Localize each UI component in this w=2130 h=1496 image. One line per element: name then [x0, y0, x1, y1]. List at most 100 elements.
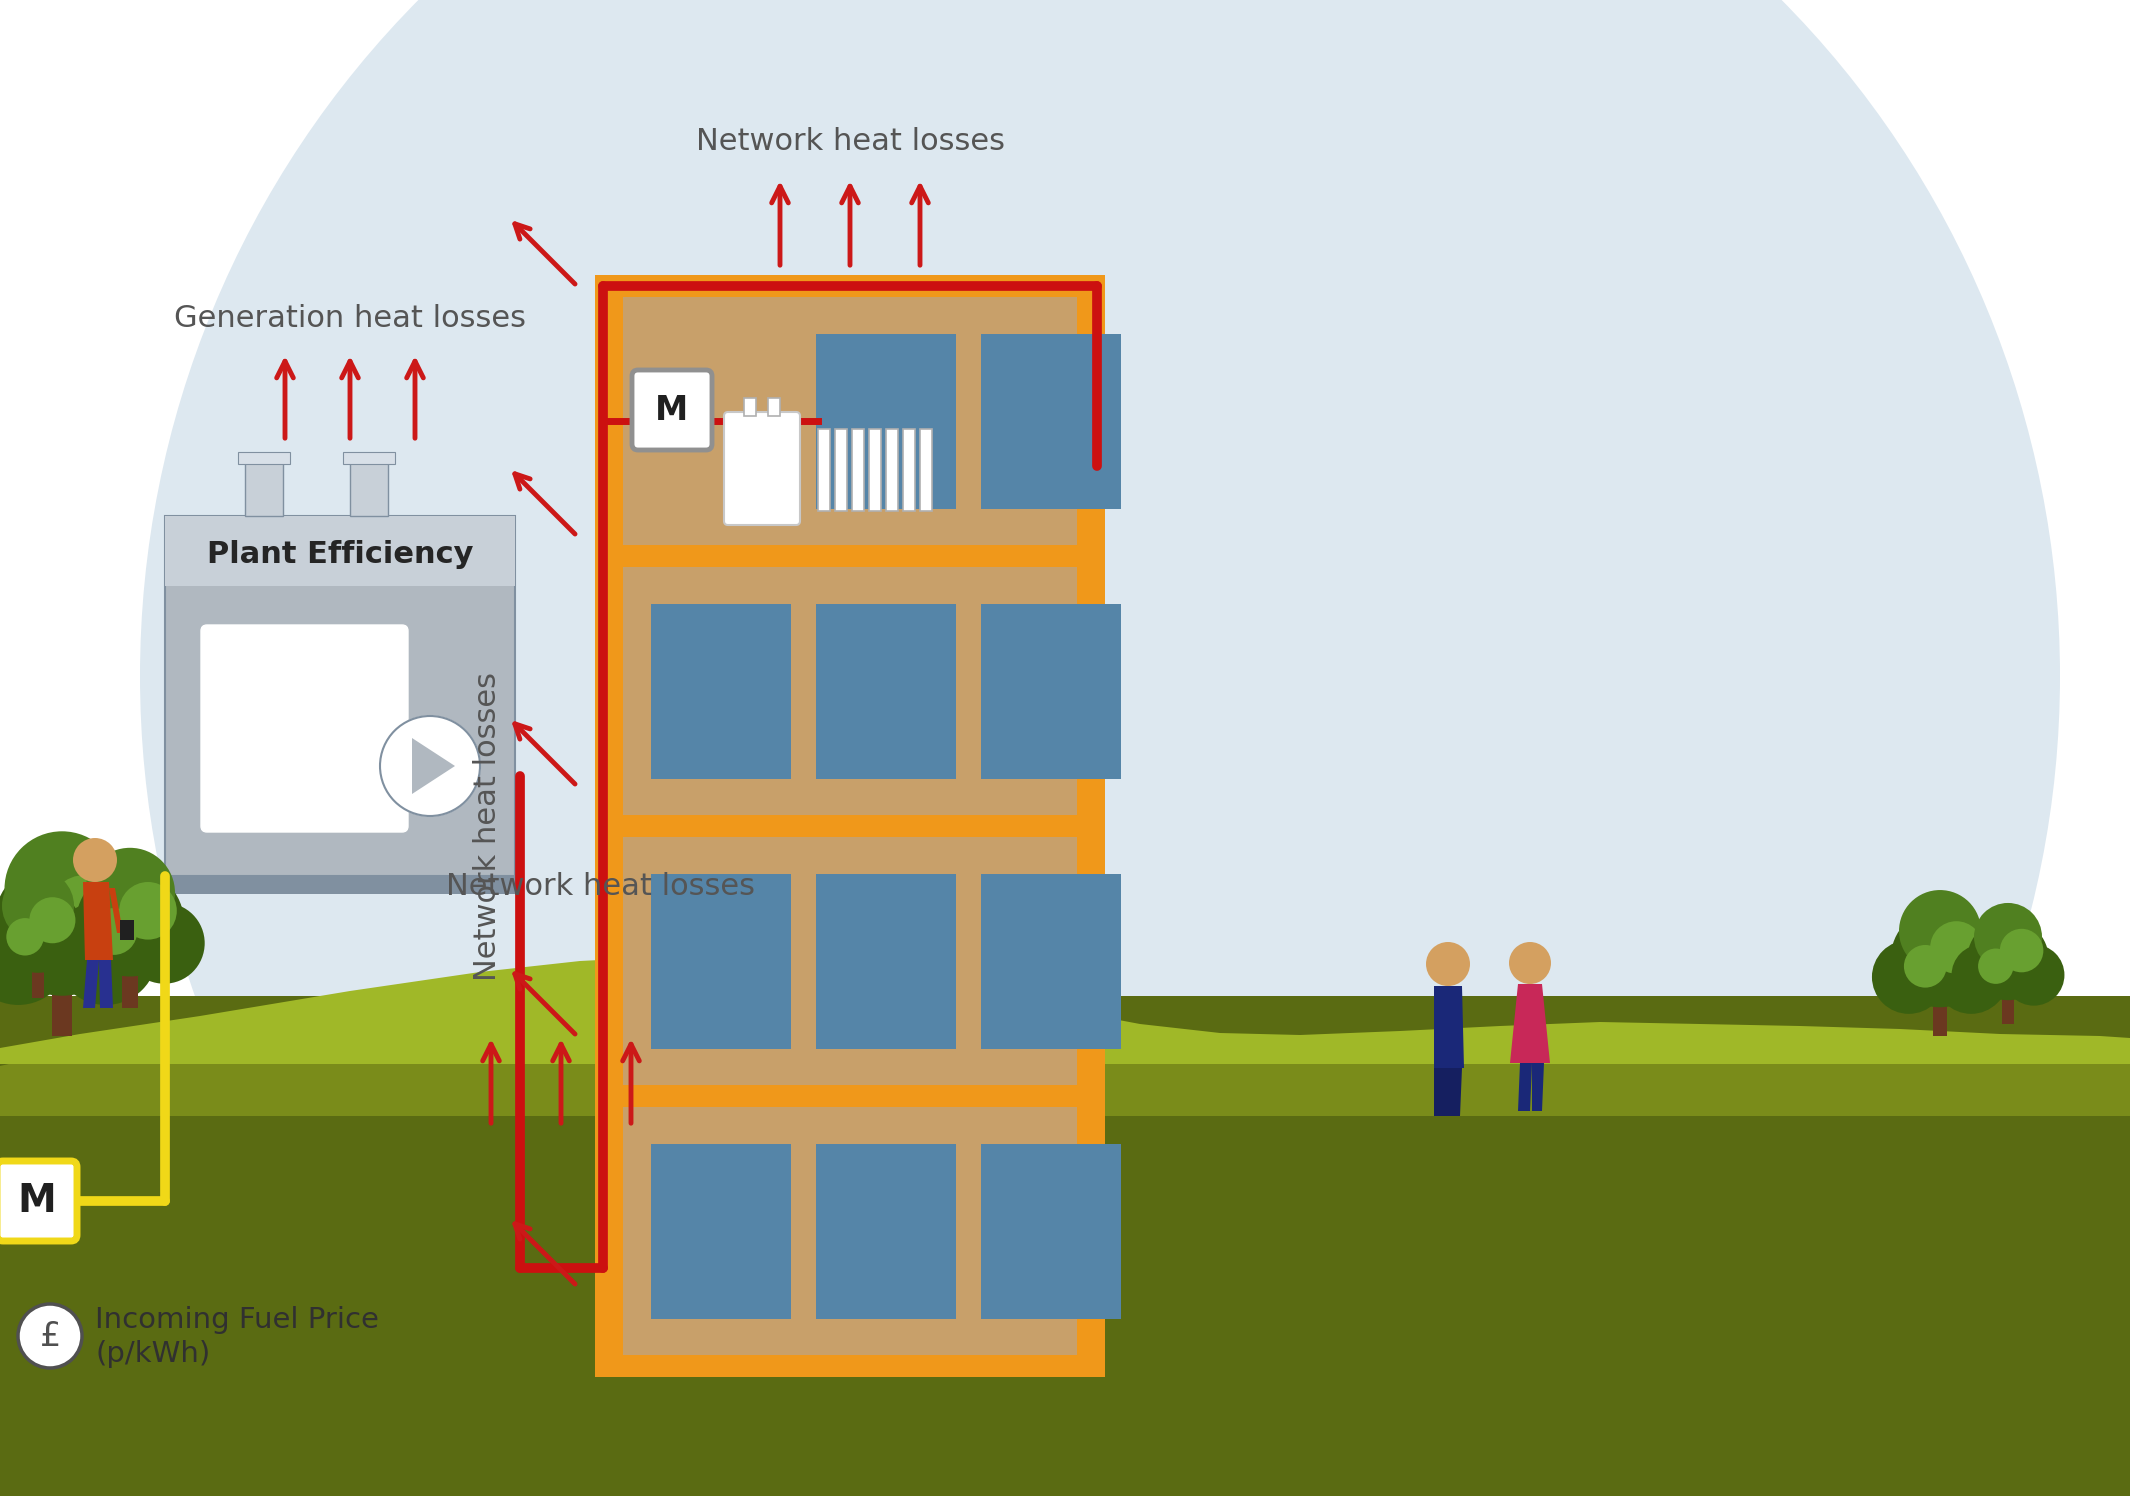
Bar [594, 1085, 1105, 1107]
Circle shape [6, 919, 45, 956]
Text: Plant Efficiency: Plant Efficiency [207, 540, 473, 568]
Polygon shape [1510, 984, 1551, 1064]
Circle shape [72, 838, 117, 883]
Bar [349, 458, 388, 516]
Circle shape [53, 902, 158, 1005]
Bar [594, 545, 1105, 567]
Circle shape [89, 908, 136, 954]
FancyBboxPatch shape [724, 411, 801, 525]
Circle shape [1425, 942, 1470, 986]
Circle shape [1891, 910, 1989, 1007]
Text: Generation heat losses: Generation heat losses [175, 304, 526, 334]
Circle shape [1508, 942, 1551, 984]
Circle shape [77, 869, 183, 977]
Bar [818, 429, 831, 512]
Circle shape [1968, 919, 2049, 1001]
Circle shape [141, 0, 2060, 1496]
Circle shape [1872, 939, 1945, 1014]
Circle shape [1975, 904, 2043, 971]
Circle shape [1951, 944, 2013, 1005]
Bar [164, 516, 515, 877]
Text: M: M [656, 393, 688, 426]
Polygon shape [1433, 1068, 1448, 1116]
Polygon shape [1433, 986, 1463, 1068]
Bar [245, 458, 283, 516]
Circle shape [379, 717, 479, 815]
Bar [982, 874, 1120, 1049]
Bar [0, 996, 2130, 1496]
Bar [164, 516, 515, 586]
Circle shape [32, 914, 98, 978]
Text: Network heat losses: Network heat losses [447, 872, 756, 901]
Bar [594, 286, 622, 1366]
Circle shape [1934, 939, 2009, 1014]
Bar [816, 874, 956, 1049]
Bar [816, 1144, 956, 1319]
Text: (p/kWh): (p/kWh) [96, 1340, 211, 1367]
Bar [51, 966, 72, 1037]
Bar [652, 1144, 790, 1319]
FancyBboxPatch shape [633, 370, 711, 450]
Circle shape [30, 898, 75, 944]
Polygon shape [0, 956, 2130, 1064]
Polygon shape [98, 960, 113, 1008]
Polygon shape [0, 968, 2130, 1116]
Bar [903, 429, 916, 512]
Polygon shape [83, 883, 113, 960]
Circle shape [1904, 945, 1947, 987]
Bar [816, 604, 956, 779]
Polygon shape [109, 889, 124, 934]
Circle shape [1900, 890, 1981, 972]
Circle shape [4, 832, 119, 947]
Polygon shape [83, 960, 98, 1008]
Circle shape [11, 908, 70, 968]
Circle shape [1979, 948, 2013, 984]
Bar [835, 429, 848, 512]
FancyBboxPatch shape [0, 1161, 77, 1242]
Circle shape [124, 902, 204, 984]
Bar [743, 398, 756, 416]
Circle shape [0, 914, 43, 978]
Circle shape [0, 902, 70, 1005]
Polygon shape [411, 738, 456, 794]
Bar [32, 954, 45, 998]
Circle shape [0, 857, 132, 996]
FancyBboxPatch shape [200, 625, 409, 832]
Bar [121, 954, 138, 1008]
Bar [1078, 286, 1105, 1366]
Circle shape [17, 1305, 81, 1367]
Circle shape [119, 883, 177, 939]
Bar [239, 452, 290, 464]
Circle shape [85, 848, 175, 938]
Bar [982, 334, 1120, 509]
Bar [769, 398, 780, 416]
Bar [160, 877, 520, 895]
Text: £: £ [38, 1319, 60, 1352]
Polygon shape [1531, 1064, 1544, 1112]
Bar [594, 815, 1105, 836]
Bar [2002, 983, 2015, 1023]
Bar [886, 429, 899, 512]
Bar [594, 1355, 1105, 1376]
Bar [652, 604, 790, 779]
Bar [594, 286, 1105, 1366]
Bar [343, 452, 394, 464]
Bar [852, 429, 865, 512]
Bar [869, 429, 882, 512]
Bar [920, 429, 933, 512]
Bar [816, 334, 956, 509]
Bar [982, 1144, 1120, 1319]
Circle shape [0, 887, 81, 972]
Polygon shape [1448, 1068, 1461, 1116]
Bar [594, 275, 1105, 298]
Bar [119, 920, 134, 939]
Circle shape [2002, 944, 2064, 1005]
Bar [1932, 987, 1947, 1037]
Circle shape [2000, 929, 2043, 972]
Circle shape [2, 869, 75, 942]
Circle shape [1930, 922, 1983, 974]
Polygon shape [1519, 1064, 1531, 1112]
Circle shape [55, 902, 136, 984]
Text: Network heat losses: Network heat losses [473, 672, 501, 980]
Text: Network heat losses: Network heat losses [697, 127, 1005, 156]
